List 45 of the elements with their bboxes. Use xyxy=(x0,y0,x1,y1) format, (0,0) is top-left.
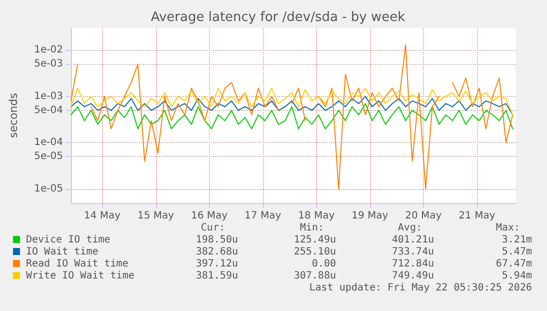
text: 712.84u xyxy=(392,258,434,270)
text: 3.21m xyxy=(502,234,532,246)
text: 0.00 xyxy=(312,258,336,270)
y-tick-label: 5e-04 xyxy=(34,104,63,116)
text: 67.47m xyxy=(496,258,532,270)
text: 198.50u xyxy=(196,234,238,246)
text: 5.47m xyxy=(502,246,532,258)
text: 5.94m xyxy=(502,270,532,282)
line-series xyxy=(70,103,514,130)
x-tick-label: 18 May xyxy=(298,210,335,222)
y-tick-label: 1e-03 xyxy=(34,90,63,102)
y-tick-label: 5e-05 xyxy=(34,151,63,162)
x-tick-label: 21 May xyxy=(458,210,496,222)
x-tick-label: 14 May xyxy=(84,210,121,222)
text: Avg: xyxy=(398,222,422,234)
text: Max: xyxy=(496,222,520,234)
line-series xyxy=(70,96,514,116)
text: 397.12u xyxy=(196,258,238,270)
chart-title: Average latency for /dev/sda - by week xyxy=(150,10,406,25)
text: Last update: Fri May 22 05:30:25 2026 xyxy=(309,282,532,294)
y-tick-label: 1e-05 xyxy=(34,184,63,195)
text: 401.21u xyxy=(392,234,434,246)
x-tick-label: 15 May xyxy=(137,210,174,222)
y-axis-title: seconds xyxy=(7,92,20,138)
legend-label: Device IO time xyxy=(26,234,110,246)
legend-label: Write IO Wait time xyxy=(26,270,134,282)
x-tick-label: 19 May xyxy=(352,210,388,222)
text: Min: xyxy=(300,222,324,234)
text: 255.10u xyxy=(294,246,336,258)
text: 749.49u xyxy=(392,270,434,282)
text: 382.68u xyxy=(196,246,238,258)
x-tick-label: 16 May xyxy=(191,210,228,222)
line-series xyxy=(70,88,514,116)
y-tick-label: 5e-03 xyxy=(34,58,63,70)
x-tick-label: 17 May xyxy=(244,210,282,222)
legend-label: IO Wait time xyxy=(26,246,98,258)
text: 733.74u xyxy=(392,246,434,258)
text: 307.88u xyxy=(294,270,336,282)
text: 125.49u xyxy=(294,234,336,246)
text: Cur: xyxy=(200,222,225,234)
text: 381.59u xyxy=(196,270,238,282)
x-tick-label: 20 May xyxy=(405,210,442,222)
y-tick-label: 1e-02 xyxy=(34,44,63,56)
y-tick-label: 1e-04 xyxy=(34,137,63,148)
legend-label: Read IO Wait time xyxy=(26,258,128,270)
